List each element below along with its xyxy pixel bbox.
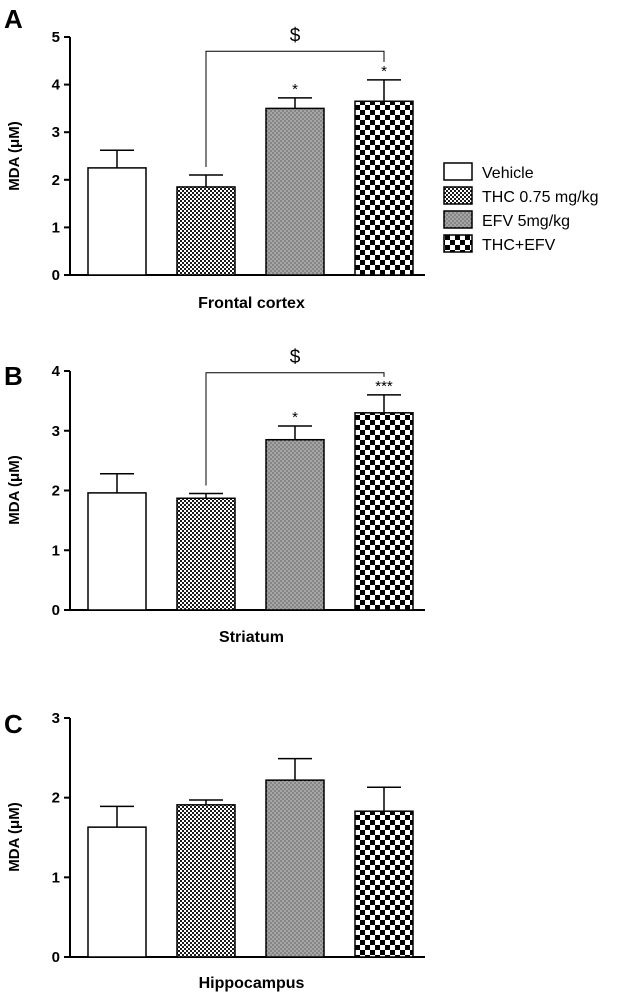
bracket-label: $: [290, 347, 301, 368]
y-axis-title: MDA (μM): [6, 455, 23, 524]
y-tick-label: 0: [52, 949, 60, 966]
significance-marker: *: [381, 63, 387, 80]
bar: [87, 167, 147, 276]
bar: [354, 100, 414, 276]
panel-label: C: [4, 709, 23, 739]
significance-bracket: [205, 50, 385, 168]
bar: [87, 492, 147, 611]
significance-marker: *: [292, 81, 298, 98]
y-axis-title: MDA (μM): [6, 121, 23, 190]
bar: [176, 497, 236, 611]
bar: [176, 186, 236, 276]
legend-swatch: [443, 162, 473, 181]
y-tick-label: 1: [52, 542, 60, 559]
panel-label: A: [4, 4, 23, 34]
y-tick-label: 3: [52, 124, 60, 141]
y-tick-label: 2: [52, 790, 60, 807]
significance-bracket: [205, 372, 385, 486]
x-axis-label: Hippocampus: [199, 975, 305, 992]
y-tick-label: 3: [52, 710, 60, 727]
legend-label: THC 0.75 mg/kg: [482, 189, 598, 206]
y-axis-title: MDA (μM): [6, 802, 23, 871]
bracket-label: $: [290, 25, 301, 46]
significance-marker: ***: [375, 378, 393, 395]
y-tick-label: 4: [52, 77, 61, 94]
y-tick-label: 0: [52, 267, 60, 284]
bar: [354, 810, 414, 958]
legend-swatch: [443, 234, 473, 253]
legend: Vehicle THC 0.75 mg/kg EFV 5mg/kg THC+EFV: [443, 162, 598, 254]
significance-marker: *: [292, 409, 298, 426]
bar: [87, 826, 147, 958]
legend-label: EFV 5mg/kg: [482, 213, 570, 230]
y-tick-label: 5: [52, 29, 60, 46]
legend-label: THC+EFV: [482, 237, 556, 254]
y-tick-label: 3: [52, 423, 60, 440]
chart-panel-frontal-cortex: A 0 1 2 3 4 5 MDA (μM) * * $ Frontal cortex: [4, 4, 425, 312]
x-axis-label: Frontal cortex: [198, 295, 305, 312]
chart-panel-hippocampus: C 0 1 2 3 MDA (μM) Hippocampus: [4, 709, 425, 992]
legend-swatch: [443, 210, 473, 229]
y-tick-label: 2: [52, 172, 60, 189]
legend-swatch: [443, 186, 473, 205]
y-tick-label: 4: [52, 363, 61, 380]
y-tick-label: 0: [52, 602, 60, 619]
bar: [265, 779, 325, 958]
x-axis-label: Striatum: [219, 629, 284, 646]
panel-label: B: [4, 361, 23, 391]
y-tick-label: 1: [52, 219, 60, 236]
bar: [265, 107, 325, 276]
bar: [354, 412, 414, 611]
bar: [176, 804, 236, 958]
y-tick-label: 2: [52, 483, 60, 500]
bar: [265, 438, 325, 611]
legend-label: Vehicle: [482, 165, 534, 182]
y-tick-label: 1: [52, 869, 60, 886]
